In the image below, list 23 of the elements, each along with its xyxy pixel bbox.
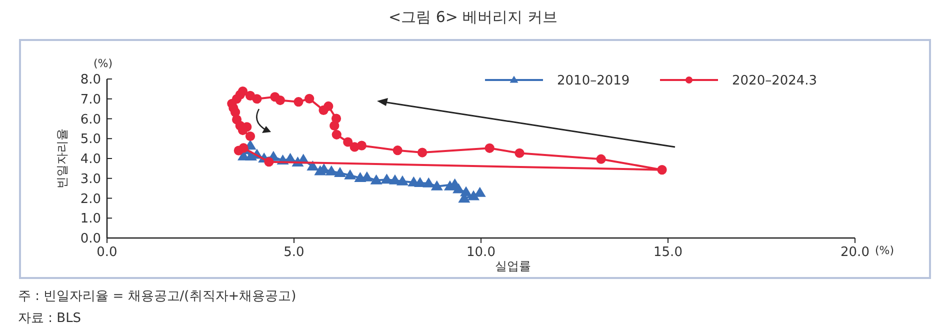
x-tick-label: 0.0 — [96, 245, 118, 260]
y-tick-label: 3.0 — [80, 172, 101, 187]
text: (%) — [875, 244, 894, 257]
text: 자료 : BLS — [18, 311, 82, 326]
legend-label: 2020–2024.3 — [732, 74, 818, 88]
y-tick-label: 1.0 — [80, 212, 101, 227]
x-axis-title: 실업률 — [495, 259, 531, 273]
x-tick-label: 10.0 — [466, 245, 496, 260]
text: 주 : 빈일자리율 = 채용공고/(취직자+채용공고) — [18, 289, 296, 304]
y-tick-label: 0.0 — [80, 232, 101, 246]
y-tick-label: 7.0 — [80, 92, 101, 108]
y-tick-label: 8.0 — [80, 72, 101, 88]
y-tick-label: 5.0 — [80, 132, 101, 148]
x-tick-label: 20.0 — [840, 245, 870, 260]
text: (%) — [93, 57, 113, 70]
y-tick-label: 6.0 — [80, 112, 101, 128]
x-tick-label: 5.0 — [284, 245, 304, 260]
chart-title: <그림 6> 베버리지 커브 — [388, 8, 558, 26]
y-tick-label: 2.0 — [80, 192, 101, 207]
legend-label: 2010–2019 — [557, 74, 630, 88]
x-tick-label: 15.0 — [654, 245, 682, 260]
y-axis-title: 빈일자리율 — [55, 128, 69, 188]
y-tick-label: 4.0 — [80, 152, 101, 167]
